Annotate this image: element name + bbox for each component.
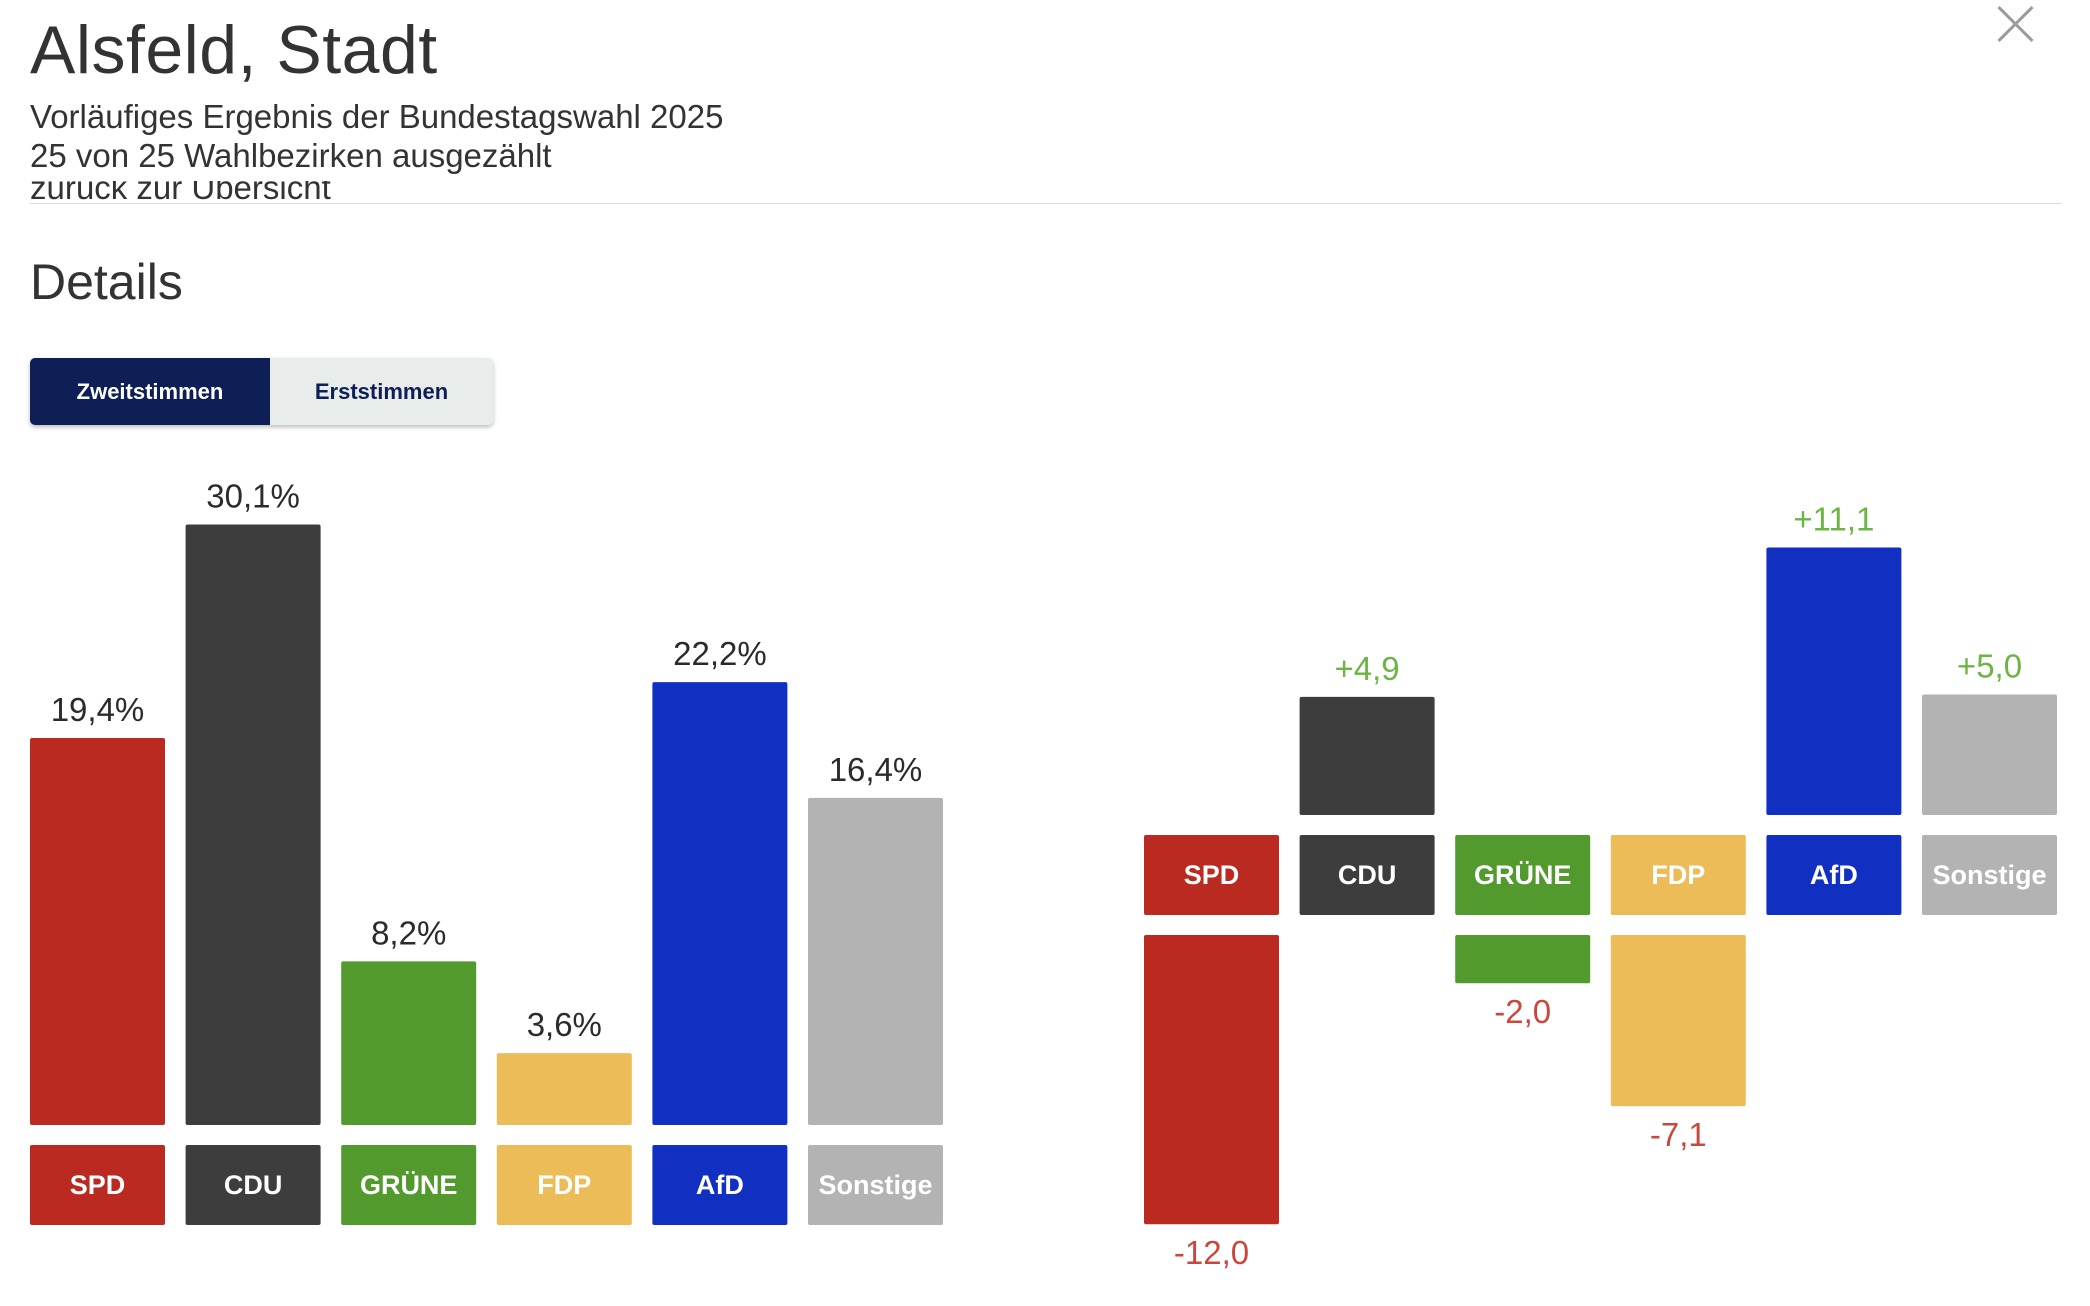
loss-bar-spd [1144,935,1279,1225]
tab-erststimmen[interactable]: Erststimmen [270,358,493,425]
gain-bar-cdu [1299,696,1435,815]
diff-party-label-spd: SPD [1184,860,1240,890]
gain-bar-sonstige [1922,694,2057,815]
result-bar-sonstige [808,797,943,1125]
result-bar-fdp [496,1053,632,1125]
tab-zweitstimmen[interactable]: Zweitstimmen [30,358,270,425]
party-label-gruene: GRÜNE [360,1170,458,1200]
result-value-label-fdp: 3,6% [527,1006,602,1043]
result-bar-cdu [185,524,321,1125]
diff-party-label-sonstige: Sonstige [1932,860,2046,890]
result-value-label-gruene: 8,2% [371,914,446,951]
diff-party-label-box-afd [1766,835,1902,915]
result-value-label-sonstige: 16,4% [829,751,923,788]
diff-value-label-spd: -12,0 [1174,1234,1249,1271]
loss-bar-gruene [1455,935,1591,984]
party-label-fdp: FDP [537,1170,591,1200]
party-label-cdu: CDU [224,1170,283,1200]
page-title: Alsfeld, Stadt [30,12,438,88]
diff-value-label-afd: +11,1 [1793,500,1874,537]
diff-party-label-afd: AfD [1810,860,1858,890]
diff-value-label-fdp: -7,1 [1650,1116,1707,1153]
result-value-label-cdu: 30,1% [206,478,300,515]
back-to-overview-link[interactable]: zurück zur Übersicht [30,181,450,203]
party-label-spd: SPD [70,1170,126,1200]
diff-party-label-box-spd [1144,835,1279,915]
diff-party-label-box-sonstige [1922,835,2057,915]
count-status: 25 von 25 Wahlbezirken ausgezählt [30,137,552,174]
party-label-box-fdp [496,1145,632,1225]
diff-party-label-fdp: FDP [1651,860,1705,890]
party-label-box-gruene [341,1145,477,1225]
party-label-sonstige: Sonstige [818,1170,932,1200]
diff-party-label-cdu: CDU [1338,860,1397,890]
result-bar-spd [30,737,165,1125]
result-share-chart: 19,4% SPD 30,1% CDU 8,2% GRÜNE 3,6% FDP 22,2% AfD… [30,478,943,1225]
diff-party-label-box-gruene [1455,835,1591,915]
diff-value-label-gruene: -2,0 [1494,993,1551,1030]
result-value-label-afd: 22,2% [673,635,767,672]
result-bar-gruene [341,961,477,1125]
back-link-label: zurück zur Übersicht [30,181,331,203]
vote-type-tabs: Zweitstimmen Erststimmen [30,358,493,425]
diff-party-label-box-fdp [1610,835,1746,915]
party-label-box-spd [30,1145,165,1225]
diff-party-label-gruene: GRÜNE [1474,860,1572,890]
diff-party-label-box-cdu [1299,835,1435,915]
party-label-box-sonstige [808,1145,943,1225]
diff-value-label-cdu: +4,9 [1335,650,1400,687]
section-title: Details [30,254,183,310]
gain-loss-chart: SPD -12,0 CDU +4,9 GRÜNE -2,0 FDP -7,1 AfD +11,1 S… [1144,500,2057,1271]
gain-bar-afd [1766,547,1902,815]
result-bar-afd [652,682,788,1125]
page-subtitle: Vorläufiges Ergebnis der Bundestagswahl … [30,98,724,135]
party-label-box-cdu [185,1145,321,1225]
result-value-label-spd: 19,4% [51,691,145,728]
diff-value-label-sonstige: +5,0 [1957,648,2022,685]
loss-bar-fdp [1610,935,1746,1107]
header-divider [30,203,2062,204]
party-label-afd: AfD [696,1170,744,1200]
party-label-box-afd [652,1145,788,1225]
